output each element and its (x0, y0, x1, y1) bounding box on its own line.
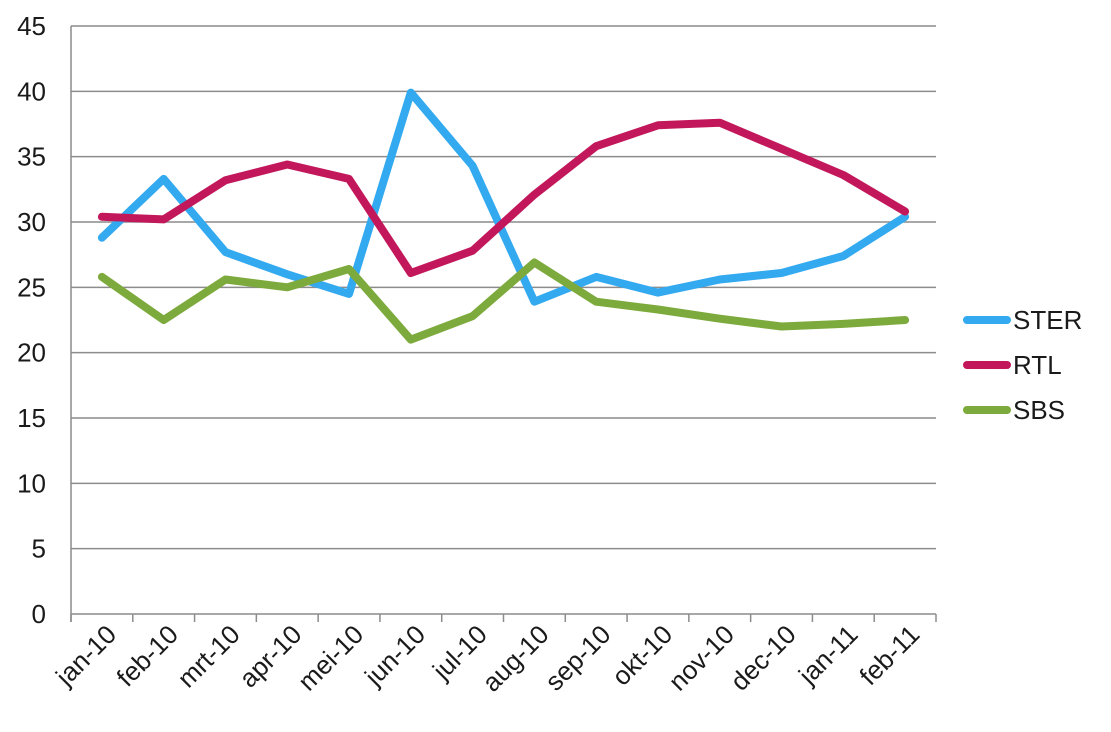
series-line-ster (97, 88, 910, 306)
x-tick-label: nov-10 (663, 619, 740, 696)
x-tick-label: feb-10 (111, 619, 184, 692)
series-line-rtl (97, 118, 910, 277)
legend-label-ster: STER (1013, 305, 1082, 335)
x-tick-label: jan-10 (49, 619, 122, 692)
x-tick-label: jun-10 (358, 619, 431, 692)
x-tick-label: mei-10 (292, 619, 369, 696)
legend-label-sbs: SBS (1013, 395, 1065, 425)
y-tick-label: 5 (32, 534, 46, 564)
x-tick-label: dec-10 (724, 619, 801, 696)
y-tick-label: 30 (17, 207, 46, 237)
x-tick-label: mrt-10 (171, 619, 245, 693)
series-line-sbs (97, 258, 910, 344)
y-tick-label: 20 (17, 338, 46, 368)
y-tick-label: 40 (17, 76, 46, 106)
y-tick-label: 0 (32, 599, 46, 629)
y-tick-label: 25 (17, 272, 46, 302)
legend-label-rtl: RTL (1013, 350, 1062, 380)
y-tick-label: 35 (17, 142, 46, 172)
y-tick-label: 10 (17, 468, 46, 498)
axes: 0 5 10 15 20 25 30 35 40 45 jan-10feb-10mrt-10apr-… (17, 11, 937, 697)
series-lines (97, 88, 910, 344)
y-tick-label: 45 (17, 11, 46, 41)
x-tick-label: aug-10 (476, 619, 554, 697)
legend: STER RTL SBS (963, 305, 1082, 425)
x-tick-label: feb-11 (853, 619, 925, 691)
x-tick-label: apr-10 (233, 619, 307, 693)
y-tick-label: 15 (17, 403, 46, 433)
x-tick-label: jan-11 (792, 619, 864, 691)
x-tick-label: sep-10 (539, 619, 616, 696)
